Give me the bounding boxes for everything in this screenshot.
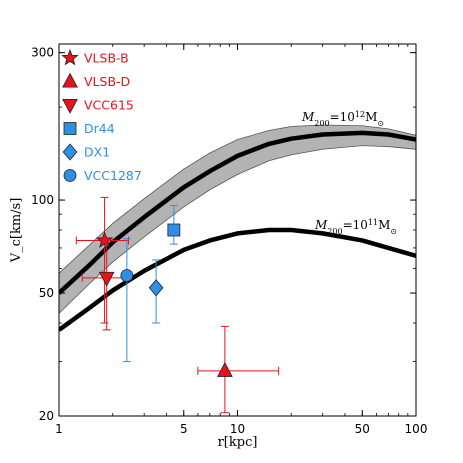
legend-label: VLSB-B bbox=[84, 51, 129, 66]
legend-item-dx1: DX1 bbox=[62, 143, 110, 161]
diamond-marker bbox=[148, 279, 164, 297]
legend-label: DX1 bbox=[84, 145, 110, 160]
x-tick-label: 100 bbox=[405, 422, 428, 436]
circle-marker bbox=[120, 269, 134, 282]
plot-area bbox=[59, 124, 416, 414]
y-axis-title: V_c[km/s] bbox=[9, 198, 24, 264]
legend-item-dr44: Dr44 bbox=[63, 121, 115, 136]
x-axis-title: r[kpc] bbox=[218, 435, 258, 450]
legend-item-vcc615: VCC615 bbox=[62, 98, 134, 114]
legend: VLSB-B VLSB-D VCC615 Dr44 DX1 VCC1287 bbox=[61, 48, 142, 183]
legend-diamond-icon bbox=[62, 143, 78, 161]
curve-label-part: =10 bbox=[330, 110, 355, 124]
triangle-down-marker bbox=[98, 271, 115, 287]
curve-label-0: M200=1012M⊙ bbox=[301, 110, 384, 128]
axes: 1 5 10 50 100 20 50 100 300 r[kpc] V_c[km/s] bbox=[9, 44, 427, 450]
legend-circle-icon bbox=[63, 169, 77, 182]
curve-label-part: 11 bbox=[368, 218, 378, 227]
x-tick-label: 5 bbox=[180, 422, 188, 436]
x-tick-label: 50 bbox=[355, 422, 370, 436]
legend-label: VCC615 bbox=[84, 98, 134, 113]
curve-label-part: M bbox=[365, 110, 377, 124]
curve-band-0 bbox=[59, 124, 416, 314]
x-tick-label: 10 bbox=[230, 422, 245, 436]
curve-label-part: 200 bbox=[327, 227, 342, 236]
legend-triangle-down-icon bbox=[62, 99, 78, 114]
y-tick-label: 100 bbox=[31, 193, 54, 207]
legend-triangle-up-icon bbox=[62, 72, 78, 88]
data-point-dx1 bbox=[148, 259, 164, 324]
curve-label-part: =10 bbox=[343, 218, 368, 232]
legend-star-icon bbox=[61, 48, 79, 66]
curve-label-part: 12 bbox=[355, 110, 365, 119]
legend-label: VCC1287 bbox=[84, 168, 142, 183]
legend-item-vcc1287: VCC1287 bbox=[63, 168, 142, 183]
curve-label-part: ⊙ bbox=[377, 119, 384, 128]
curve-label-part: M bbox=[301, 110, 315, 124]
legend-label: VLSB-D bbox=[84, 74, 130, 89]
curve-label-part: M bbox=[314, 218, 328, 232]
data-point-vcc1287 bbox=[120, 238, 134, 363]
triangle-up-marker bbox=[217, 362, 233, 377]
curve-label-part: 200 bbox=[314, 119, 329, 128]
curve-line-0 bbox=[59, 130, 416, 295]
legend-item-vlsb-b: VLSB-B bbox=[61, 48, 129, 66]
data-point-vlsb-d bbox=[197, 325, 280, 414]
x-tick-label: 1 bbox=[55, 422, 63, 436]
y-tick-label: 50 bbox=[39, 286, 54, 300]
y-tick-label: 20 bbox=[39, 409, 54, 423]
curve-annotations: M200=1012M⊙M200=1011M⊙ bbox=[301, 110, 397, 236]
legend-label: Dr44 bbox=[84, 121, 115, 136]
legend-item-vlsb-d: VLSB-D bbox=[62, 72, 130, 89]
curve-label-1: M200=1011M⊙ bbox=[314, 218, 397, 236]
star-marker bbox=[95, 231, 114, 248]
square-marker bbox=[167, 223, 181, 237]
data-point-vlsb-b bbox=[75, 196, 129, 324]
curve-label-part: M bbox=[378, 218, 390, 232]
legend-square-icon bbox=[63, 122, 77, 135]
y-tick-label: 300 bbox=[31, 46, 54, 60]
data-point-dr44 bbox=[167, 205, 181, 245]
curve-label-part: ⊙ bbox=[390, 227, 397, 236]
curve-line-1 bbox=[59, 227, 416, 332]
